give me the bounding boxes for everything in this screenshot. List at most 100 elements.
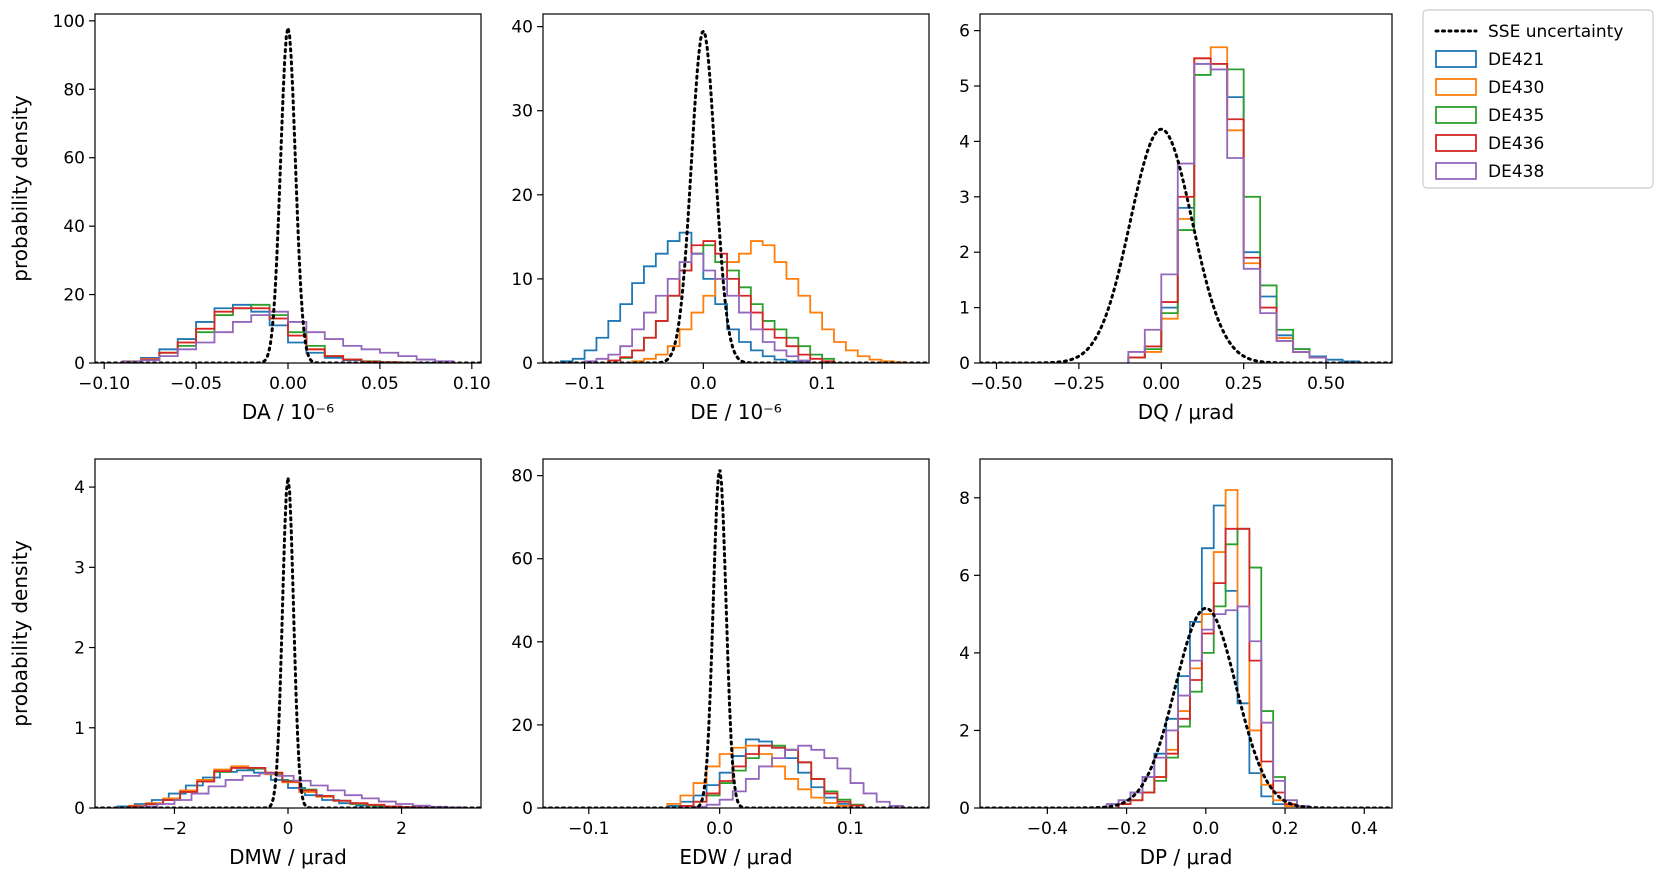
x-tick-label: −0.25 bbox=[1053, 374, 1105, 394]
y-tick-label: 40 bbox=[511, 633, 533, 653]
y-axis-label: probability density bbox=[8, 540, 32, 727]
y-tick-label: 40 bbox=[511, 18, 533, 38]
panel-1: −0.10 −0.05 0.00 0.05 0.10 0 20 40 60 80 100 DA / 1… bbox=[8, 12, 491, 424]
y-tick-label: 6 bbox=[959, 566, 970, 586]
y-tick-label: 0 bbox=[959, 799, 970, 819]
legend-item-de430: DE430 bbox=[1435, 78, 1544, 98]
legend-item-sse-uncertainty: SSE uncertainty bbox=[1434, 22, 1623, 42]
legend-swatch bbox=[1435, 106, 1477, 124]
sse-uncertainty-curve bbox=[980, 127, 1392, 363]
panel-6: −0.4 −0.2 0.0 0.2 0.4 0 2 4 6 8 DP / μrad bbox=[959, 458, 1393, 869]
y-tick-label: 6 bbox=[959, 22, 970, 42]
y-tick-label: 0 bbox=[959, 354, 970, 374]
x-axis-label: EDW / μrad bbox=[679, 845, 792, 869]
legend-swatch bbox=[1435, 50, 1477, 68]
legend-swatch bbox=[1435, 162, 1477, 180]
y-tick-label: 60 bbox=[63, 149, 85, 169]
histogram-de436 bbox=[1117, 527, 1298, 808]
y-tick-label: 0 bbox=[74, 799, 85, 819]
legend-item-de435: DE435 bbox=[1435, 106, 1544, 126]
plot-area bbox=[543, 469, 929, 808]
y-tick-label: 20 bbox=[63, 286, 85, 306]
y-tick-label: 60 bbox=[511, 550, 533, 570]
x-tick-label: 0.00 bbox=[1142, 374, 1180, 394]
histogram-de438 bbox=[139, 772, 465, 808]
x-tick-label: 0.2 bbox=[1272, 819, 1299, 839]
x-tick-label: 0.10 bbox=[453, 374, 491, 394]
x-tick-label: 0.0 bbox=[706, 819, 733, 839]
y-tick-label: 3 bbox=[74, 558, 85, 578]
y-tick-label: 80 bbox=[63, 80, 85, 100]
axes-frame bbox=[94, 458, 482, 809]
y-tick-label: 2 bbox=[959, 721, 970, 741]
histogram-de438 bbox=[121, 310, 455, 363]
x-tick-label: 0 bbox=[283, 819, 294, 839]
legend-label: DE421 bbox=[1488, 50, 1544, 70]
panel-5: −0.1 0.0 0.1 0 20 40 60 80 EDW / μrad bbox=[511, 458, 930, 869]
legend-item-de436: DE436 bbox=[1435, 134, 1544, 154]
x-tick-label: −0.05 bbox=[170, 374, 222, 394]
y-tick-label: 3 bbox=[959, 188, 970, 208]
sse-uncertainty-curve bbox=[543, 469, 929, 808]
y-tick-label: 0 bbox=[74, 354, 85, 374]
y-tick-label: 1 bbox=[74, 719, 85, 739]
y-tick-label: 0 bbox=[522, 354, 533, 374]
x-tick-label: −0.50 bbox=[970, 374, 1022, 394]
x-tick-label: 2 bbox=[396, 819, 407, 839]
x-tick-label: −0.2 bbox=[1106, 819, 1147, 839]
legend-label: DE430 bbox=[1488, 78, 1544, 98]
legend-label: DE436 bbox=[1488, 134, 1544, 154]
y-tick-label: 20 bbox=[511, 716, 533, 736]
sse-uncertainty-curve bbox=[543, 28, 929, 363]
histogram-de430 bbox=[1117, 489, 1298, 808]
y-tick-label: 20 bbox=[511, 186, 533, 206]
sse-uncertainty-curve bbox=[95, 477, 481, 808]
histogram-de436 bbox=[679, 744, 865, 808]
x-axis-label: DE / 10⁻⁶ bbox=[690, 400, 782, 424]
histogram-de438 bbox=[583, 252, 812, 363]
legend: SSE uncertainty DE421 DE430 DE435 DE436 DE438 bbox=[1422, 9, 1654, 189]
histogram-de421 bbox=[121, 303, 436, 363]
x-tick-label: 0.0 bbox=[690, 374, 717, 394]
x-tick-label: 0.05 bbox=[361, 374, 399, 394]
x-tick-label: −2 bbox=[162, 819, 187, 839]
axes-frame bbox=[979, 458, 1393, 809]
plot-area bbox=[95, 477, 481, 808]
y-tick-label: 80 bbox=[511, 467, 533, 487]
histogram-de421 bbox=[559, 231, 812, 363]
y-tick-label: 5 bbox=[959, 77, 970, 97]
y-tick-label: 4 bbox=[959, 132, 970, 152]
axes-frame bbox=[542, 458, 930, 809]
x-tick-label: −0.1 bbox=[568, 819, 609, 839]
x-tick-label: −0.4 bbox=[1027, 819, 1068, 839]
histogram-de436 bbox=[121, 307, 418, 363]
legend-swatch bbox=[1435, 78, 1477, 96]
x-tick-label: −0.1 bbox=[564, 374, 605, 394]
plot-area bbox=[980, 46, 1392, 363]
axes-frame bbox=[94, 13, 482, 364]
y-tick-label: 10 bbox=[511, 270, 533, 290]
legend-swatch bbox=[1435, 134, 1477, 152]
y-tick-label: 40 bbox=[63, 217, 85, 237]
y-tick-label: 100 bbox=[53, 12, 85, 32]
legend-label: DE438 bbox=[1488, 162, 1544, 182]
x-axis-label: DMW / μrad bbox=[229, 845, 347, 869]
x-axis-label: DQ / μrad bbox=[1138, 400, 1235, 424]
y-tick-label: 2 bbox=[74, 639, 85, 659]
sse-uncertainty-curve bbox=[980, 606, 1392, 808]
x-tick-label: 0.25 bbox=[1225, 374, 1263, 394]
x-tick-label: −0.10 bbox=[78, 374, 130, 394]
histogram-de435 bbox=[1117, 527, 1298, 808]
x-tick-label: 0.0 bbox=[1192, 819, 1219, 839]
histogram-de436 bbox=[607, 240, 835, 363]
legend-box bbox=[1422, 9, 1654, 189]
plot-area bbox=[543, 28, 929, 363]
x-axis-label: DP / μrad bbox=[1140, 845, 1233, 869]
histogram-de438 bbox=[1105, 605, 1310, 808]
y-tick-label: 0 bbox=[522, 799, 533, 819]
x-tick-label: 0.1 bbox=[837, 819, 864, 839]
histogram-de438 bbox=[692, 744, 904, 808]
x-tick-label: 0.1 bbox=[809, 374, 836, 394]
